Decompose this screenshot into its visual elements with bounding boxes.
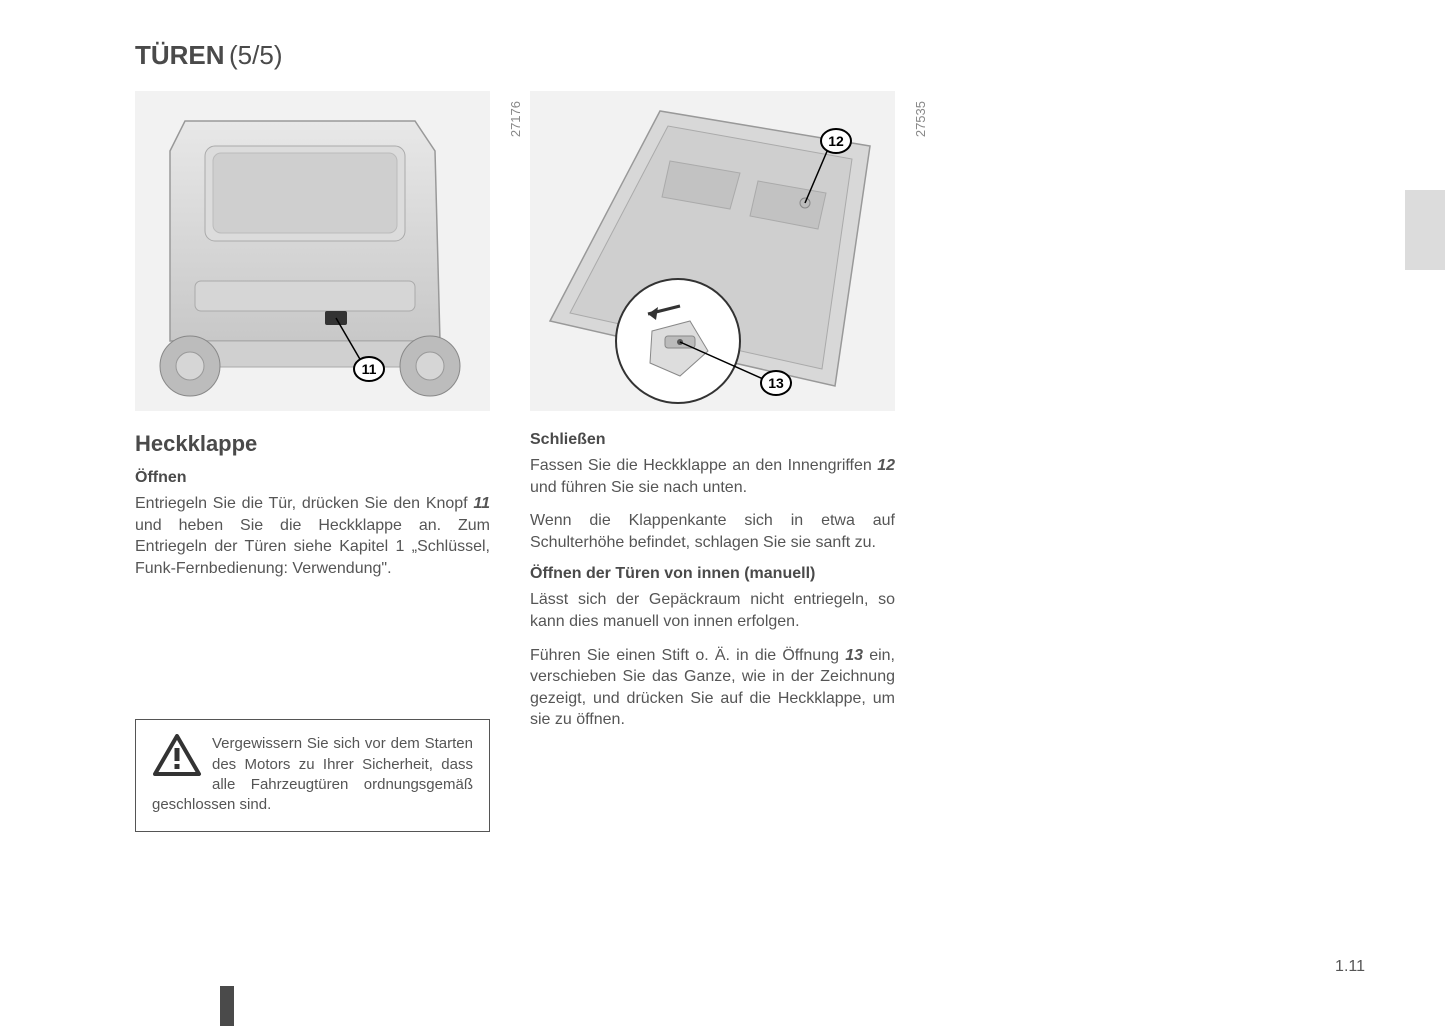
paragraph-open: Entriegeln Sie die Tür, drücken Sie den … (135, 493, 490, 579)
heading-heckklappe: Heckklappe (135, 431, 490, 457)
figure-vehicle-rear: 27176 (135, 91, 490, 411)
paragraph-close-1: Fassen Sie die Heckklappe an den Innengr… (530, 455, 895, 498)
page-title: TÜREN (135, 40, 225, 70)
subheading-open: Öffnen (135, 469, 490, 487)
image-code: 27176 (508, 101, 523, 137)
vehicle-rear-illustration: 11 (135, 91, 490, 411)
open-text-pre: Entriegeln Sie die Tür, drücken Sie den … (135, 495, 473, 512)
callout-11-label: 11 (362, 361, 377, 377)
callout-13-label: 13 (768, 375, 784, 391)
ref-13: 13 (845, 647, 863, 664)
warning-triangle-icon (152, 734, 202, 783)
paragraph-manual-2: Führen Sie einen Stift o. Ä. in die Öffn… (530, 645, 895, 731)
paragraph-manual-1: Lässt sich der Gepäckraum nicht entriege… (530, 589, 895, 632)
page-title-suffix: (5/5) (229, 40, 282, 70)
page-number: 1.11 (1335, 958, 1365, 976)
open-text-post: und heben Sie die Heckklappe an. Zum Ent… (135, 517, 490, 577)
page-title-row: TÜREN (5/5) (135, 40, 1325, 71)
subheading-manual: Öffnen der Türen von innen (manuell) (530, 565, 895, 583)
footer-mark (220, 986, 234, 1026)
image-code: 27535 (913, 101, 928, 137)
callout-12-label: 12 (828, 133, 844, 149)
right-column: 27535 (530, 91, 895, 832)
subheading-close: Schließen (530, 431, 895, 449)
close-text-post: und führen Sie sie nach unten. (530, 479, 747, 496)
paragraph-close-2: Wenn die Klappenkante sich in etwa auf S… (530, 510, 895, 553)
left-column: 27176 (135, 91, 490, 832)
ref-11: 11 (473, 495, 490, 512)
figure-tailgate-inside: 27535 (530, 91, 895, 411)
manual-page: TÜREN (5/5) 27176 (0, 0, 1445, 1026)
tailgate-inside-illustration: 12 13 (530, 91, 895, 411)
warning-box: Vergewissern Sie sich vor dem Starten de… (135, 719, 490, 832)
close-text-pre: Fassen Sie die Heckklappe an den Innengr… (530, 457, 877, 474)
ref-12: 12 (877, 457, 895, 474)
manual-text-pre: Führen Sie einen Stift o. Ä. in die Öffn… (530, 647, 845, 664)
